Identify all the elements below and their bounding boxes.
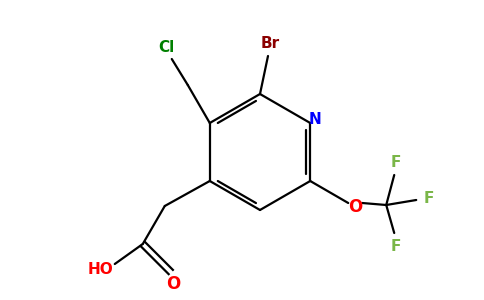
Text: O: O: [166, 275, 180, 293]
Text: N: N: [309, 112, 321, 128]
Text: HO: HO: [88, 262, 114, 278]
Text: Cl: Cl: [159, 40, 175, 55]
Text: O: O: [348, 198, 363, 216]
Text: F: F: [391, 154, 401, 169]
Text: F: F: [424, 190, 435, 206]
Text: Br: Br: [260, 37, 280, 52]
Text: F: F: [391, 238, 401, 253]
